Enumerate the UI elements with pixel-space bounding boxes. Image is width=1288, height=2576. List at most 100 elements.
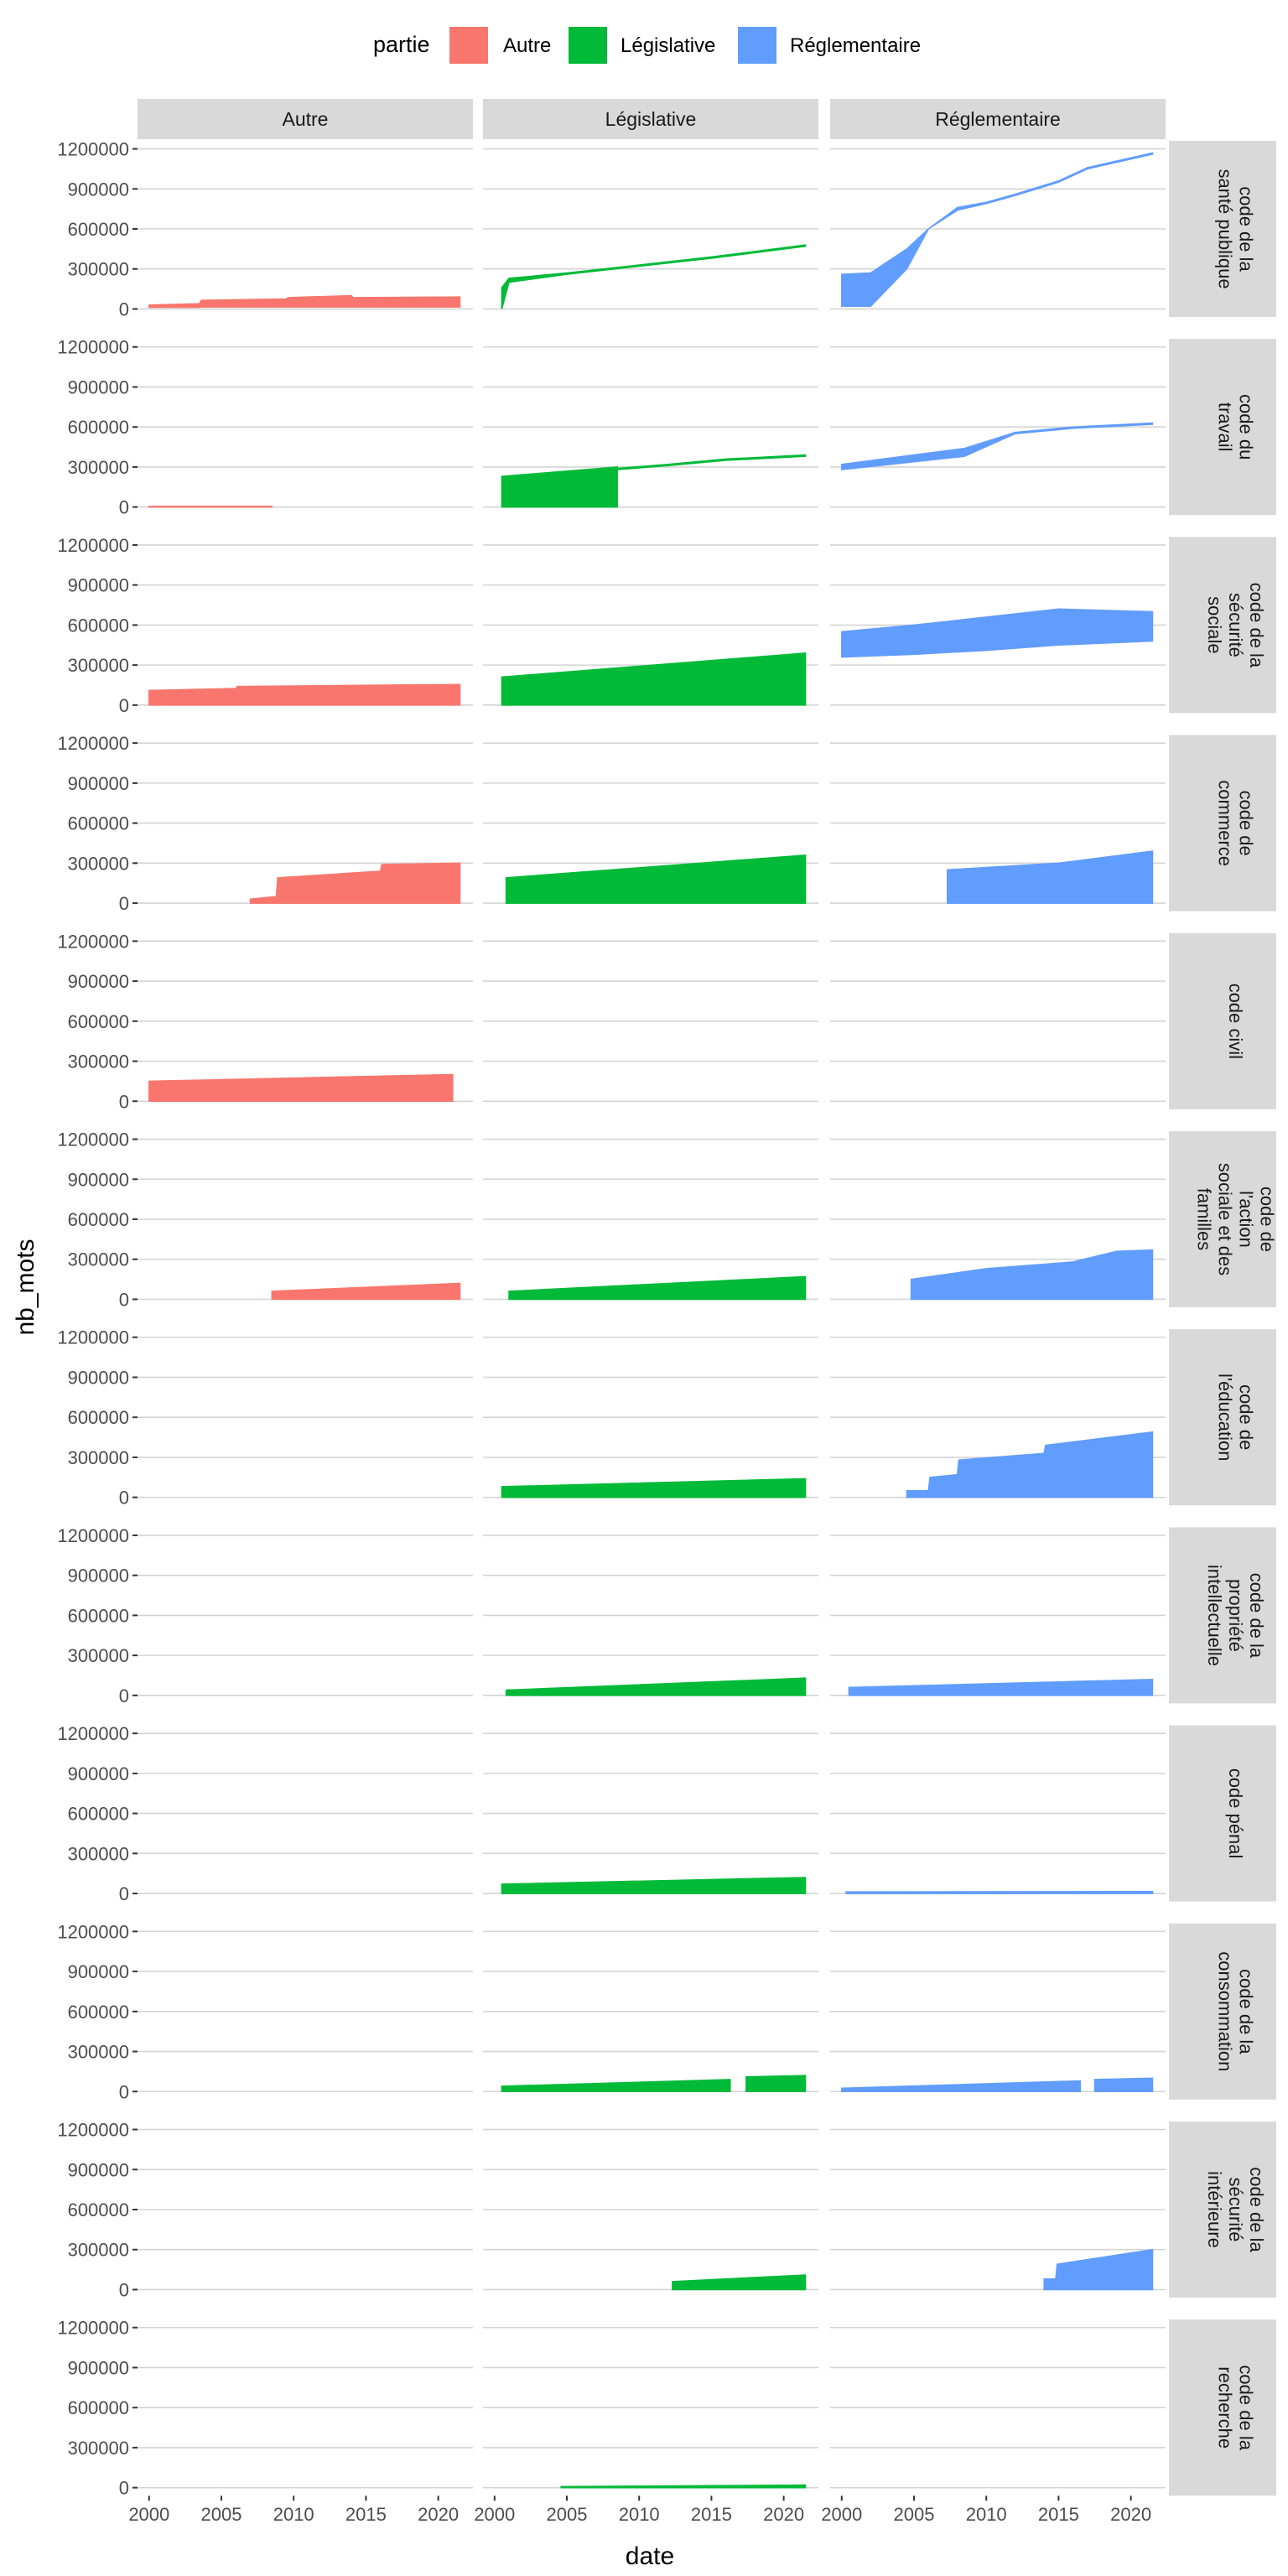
x-tick-label: 2020 — [1110, 2504, 1151, 2525]
data-area-legislative — [501, 1478, 807, 1498]
data-area-legislative — [672, 2274, 807, 2291]
y-tick-label: 1200000 — [57, 1327, 129, 1348]
facet-strip-row-label: sécurité — [1225, 2177, 1246, 2241]
panel-autre — [138, 2122, 473, 2298]
y-tick-label: 900000 — [68, 1169, 129, 1190]
facet-strip-row-label: code de la — [1246, 2167, 1267, 2252]
y-tick-label: 0 — [119, 1685, 129, 1706]
y-tick-label: 0 — [119, 2081, 129, 2102]
panel-autre — [138, 1923, 473, 2100]
facet-strip-row — [1169, 1329, 1276, 1506]
y-tick-label: 600000 — [68, 2199, 129, 2220]
y-tick-label: 0 — [119, 893, 129, 914]
y-tick-label: 1200000 — [57, 535, 129, 556]
facet-panels: Autre Législative Réglementaire 2000 2005 201… — [57, 99, 1278, 2525]
y-tick-label: 600000 — [68, 2002, 129, 2023]
panel-autre — [138, 1725, 473, 1902]
facet-strip-row-label: recherche — [1215, 2366, 1236, 2449]
facet-strip-row — [1169, 1131, 1276, 1307]
facet-strip-label: Législative — [605, 108, 697, 130]
facet-strip-row-label: familles — [1194, 1188, 1215, 1251]
y-tick-label: 900000 — [68, 773, 129, 794]
panel-reglementaire — [830, 1329, 1166, 1506]
panel-legislative — [483, 1725, 818, 1902]
panel-legislative — [483, 2122, 818, 2298]
legend-label-reglementaire: Réglementaire — [790, 34, 921, 57]
y-tick-label: 1200000 — [57, 1130, 129, 1150]
panel-legislative — [483, 339, 818, 516]
facet-strip-reglementaire — [830, 99, 1166, 139]
data-area-legislative — [505, 854, 807, 904]
facet-strip-row — [1169, 1923, 1276, 2100]
y-tick-label: 300000 — [68, 2240, 129, 2261]
data-area-reglementaire — [845, 1891, 1154, 1894]
x-tick-label: 2015 — [1038, 2504, 1079, 2525]
y-tick-label: 300000 — [68, 457, 129, 478]
x-tick-label: 2010 — [966, 2504, 1007, 2525]
facet-strip-row-label: code civil — [1225, 984, 1246, 1059]
y-tick-label: 900000 — [68, 1367, 129, 1388]
y-tick-label: 600000 — [68, 417, 129, 438]
legend-key-autre — [449, 27, 488, 64]
facet-strip-row-label: code du — [1236, 394, 1257, 460]
y-tick-label: 300000 — [68, 259, 129, 280]
facet-strip-row — [1169, 537, 1276, 714]
data-area-reglementaire — [841, 608, 1154, 658]
y-axis-title: nb_mots — [12, 1239, 39, 1335]
panel-legislative — [483, 1131, 818, 1307]
panel-reglementaire — [830, 339, 1166, 516]
y-tick-label: 300000 — [68, 1052, 129, 1072]
facet-strip-row-label: code pénal — [1225, 1768, 1246, 1859]
data-area-reglementaire — [910, 1249, 1154, 1301]
y-tick-label: 0 — [119, 1091, 129, 1112]
x-tick-label: 2000 — [128, 2504, 169, 2525]
data-area-autre — [148, 1073, 454, 1103]
facet-strip-row — [1169, 2319, 1276, 2496]
y-tick-label: 1200000 — [57, 733, 129, 754]
y-tick-label: 900000 — [68, 2357, 129, 2378]
panel-autre — [138, 2319, 473, 2496]
y-tick-label: 600000 — [68, 2397, 129, 2418]
panel-autre — [138, 1329, 473, 1506]
facet-strip-row — [1169, 932, 1276, 1109]
y-tick-label: 900000 — [68, 377, 129, 397]
y-tick-label: 900000 — [68, 971, 129, 992]
panel-legislative — [483, 1329, 818, 1506]
data-area-reglementaire — [906, 1431, 1154, 1498]
y-tick-label: 0 — [119, 2279, 129, 2300]
panel-reglementaire — [830, 1725, 1166, 1902]
panel-autre — [138, 339, 473, 516]
facet-strip-row — [1169, 2122, 1276, 2298]
x-tick-label: 2010 — [273, 2504, 314, 2525]
y-tick-label: 300000 — [68, 1447, 129, 1468]
x-tick-label: 2005 — [201, 2504, 242, 2525]
y-tick-label: 1200000 — [57, 1723, 129, 1744]
y-tick-label: 1200000 — [57, 139, 129, 160]
facet-strip-row-label: sociale — [1204, 596, 1225, 653]
y-tick-label: 0 — [119, 1883, 129, 1904]
panel-legislative — [483, 1923, 818, 2100]
panel-reglementaire — [830, 1923, 1166, 2100]
facet-strip-autre — [138, 99, 473, 139]
y-tick-label: 900000 — [68, 575, 129, 596]
data-area-reglementaire — [1093, 2077, 1154, 2093]
y-tick-label: 900000 — [68, 2159, 129, 2180]
data-area-reglementaire — [848, 1679, 1154, 1696]
facet-strip-row-label: santé publique — [1215, 169, 1236, 288]
y-tick-label: 300000 — [68, 2042, 129, 2063]
facet-strip-row-label: l'action — [1236, 1191, 1257, 1248]
y-tick-label: 900000 — [68, 1763, 129, 1784]
panel-legislative — [483, 735, 818, 911]
facet-strip-row — [1169, 1527, 1276, 1704]
facet-strip-row-label: code de — [1257, 1187, 1278, 1252]
data-area-reglementaire — [841, 2080, 1082, 2093]
data-area-reglementaire — [946, 850, 1154, 904]
y-tick-label: 900000 — [68, 179, 129, 200]
panel-autre — [138, 1131, 473, 1307]
panel-autre — [138, 537, 473, 714]
facet-strip-label: Autre — [283, 108, 329, 130]
y-tick-label: 900000 — [68, 1566, 129, 1587]
y-tick-label: 300000 — [68, 1645, 129, 1666]
facet-strip-row-label: sociale et des — [1215, 1163, 1236, 1276]
